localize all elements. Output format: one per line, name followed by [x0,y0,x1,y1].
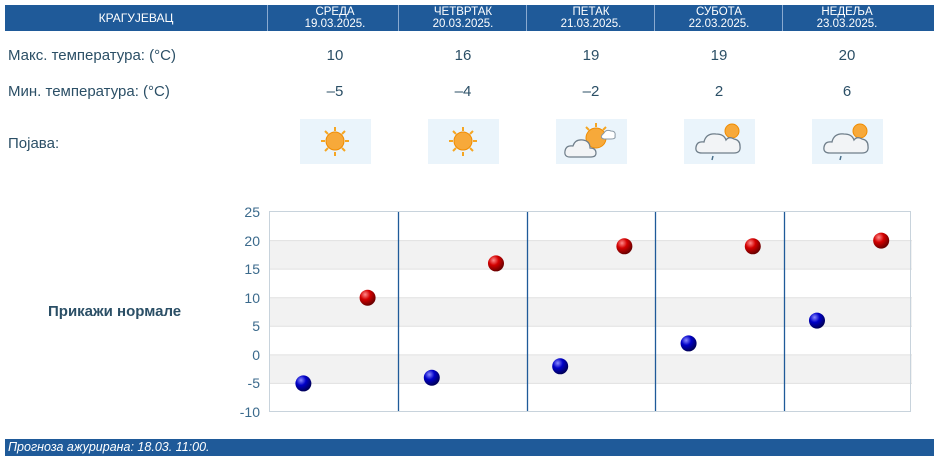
min-temp-label: Мин. температура: (°C) [8,83,170,100]
header-separator [267,5,268,31]
weather-icon-day-4 [684,119,755,164]
max-temp-label: Макс. температура: (°C) [8,47,176,64]
min-temp-marker [808,312,825,329]
min-temp-value: –4 [454,83,472,100]
chart-band [270,354,912,384]
day-header-3: ПЕТАК 21.03.2025. [528,5,654,32]
header-separator [782,5,783,31]
day-date: 19.03.2025. [304,18,366,30]
max-temp-marker [487,255,504,272]
max-temp-value: 19 [582,47,600,64]
forecast-updated-text: Прогноза ажурирана: 18.03. 11:00. [8,440,210,454]
cloudy-rain-icon [823,123,869,161]
header-separator [398,5,399,31]
day-name: СРЕДА [315,6,355,18]
weather-icon-day-2 [428,119,499,164]
y-tick-label: -5 [247,375,260,391]
chart-band [270,240,912,270]
min-temp-value: 6 [842,83,852,100]
max-temp-value: 10 [326,47,344,64]
max-temp-value: 20 [838,47,856,64]
day-date: 21.03.2025. [560,18,622,30]
max-temp-value: 19 [710,47,728,64]
min-temp-marker [552,358,569,375]
chart-band [270,297,912,327]
weather-icon-day-5 [812,119,883,164]
header-separator [654,5,655,31]
footer-bar: Прогноза ажурирана: 18.03. 11:00. [5,439,934,456]
min-temp-value: 2 [714,83,724,100]
y-tick-label: -10 [239,404,260,420]
sunny-icon [449,127,477,156]
max-temp-marker [744,238,761,255]
weather-icon-day-3 [556,119,627,164]
day-header-4: СУБОТА 22.03.2025. [656,5,782,32]
temperature-chart [269,211,912,412]
day-name: НЕДЕЉА [821,6,873,18]
max-temp-marker [359,289,376,306]
sunny-icon [321,127,349,156]
day-date: 22.03.2025. [688,18,750,30]
day-name: ЧЕТВРТАК [433,6,493,18]
weather-icon-day-1 [300,119,371,164]
partly-cloudy-icon [564,123,616,158]
y-tick-label: 15 [244,261,260,277]
day-date: 20.03.2025. [432,18,494,30]
y-tick-label: 5 [252,318,260,334]
day-header-5: НЕДЕЉА 23.03.2025. [784,5,910,32]
min-temp-marker [680,335,697,352]
min-temp-value: –2 [582,83,600,100]
phenomenon-label: Појава: [8,135,60,152]
day-name: СУБОТА [696,6,742,18]
header-separator [526,5,527,31]
min-temp-value: –5 [326,83,344,100]
city-name: КРАГУЈЕВАЦ [98,11,174,25]
chart-border [269,211,911,412]
max-temp-value: 16 [454,47,472,64]
cloudy-rain-icon [695,123,741,161]
y-tick-label: 20 [244,233,260,249]
day-date: 23.03.2025. [816,18,878,30]
y-tick-label: 0 [252,347,260,363]
min-temp-marker [423,369,440,386]
day-header-2: ЧЕТВРТАК 20.03.2025. [400,5,526,32]
max-temp-marker [873,232,890,249]
min-temp-marker [295,375,312,392]
y-tick-label: 25 [244,204,260,220]
forecast-header: КРАГУЈЕВАЦ СРЕДА 19.03.2025. ЧЕТВРТАК 20… [5,5,934,31]
day-name: ПЕТАК [572,6,610,18]
y-tick-label: 10 [244,290,260,306]
day-header-1: СРЕДА 19.03.2025. [272,5,398,32]
max-temp-marker [616,238,633,255]
show-normals-button[interactable]: Прикажи нормале [48,303,182,320]
